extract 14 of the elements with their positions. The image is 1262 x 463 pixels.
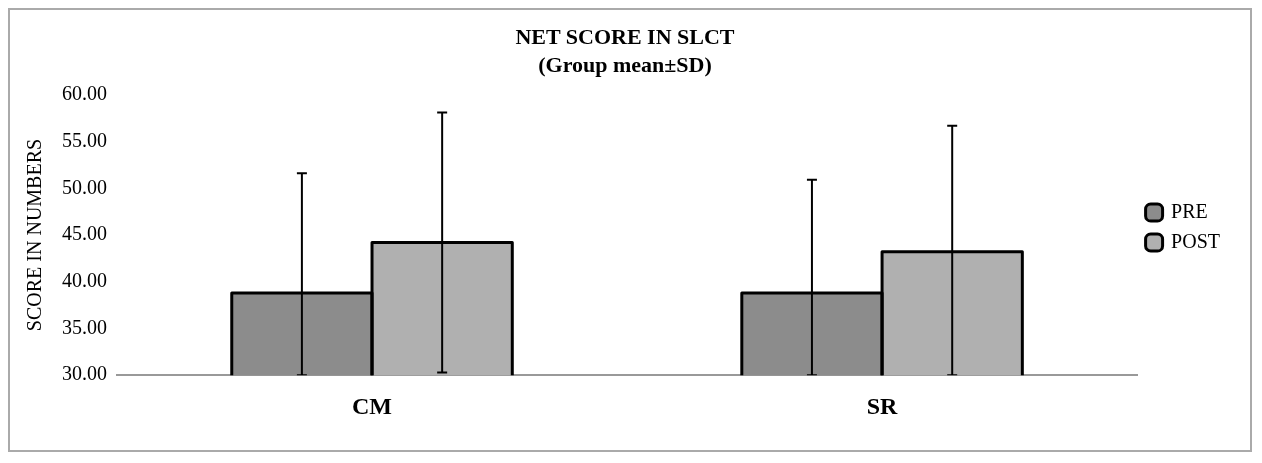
y-tick-label: 55.00	[62, 128, 107, 151]
x-tick-label: SR	[866, 392, 899, 419]
chart-title: NET SCORE IN SLCT	[515, 23, 735, 49]
y-tick-label: 30.00	[62, 362, 107, 385]
chart-subtitle: (Group mean±SD)	[538, 52, 712, 78]
y-axis-title: SCORE IN NUMBERS	[23, 138, 46, 332]
x-tick-label: CM	[352, 392, 393, 419]
y-tick-label: 45.00	[62, 222, 107, 245]
legend-label: POST	[1171, 229, 1220, 252]
legend-label: PRE	[1171, 199, 1208, 222]
y-tick-label: 40.00	[62, 268, 107, 291]
y-tick-label: 35.00	[62, 315, 107, 338]
y-tick-label: 60.00	[62, 82, 107, 105]
y-tick-label: 50.00	[62, 175, 107, 198]
